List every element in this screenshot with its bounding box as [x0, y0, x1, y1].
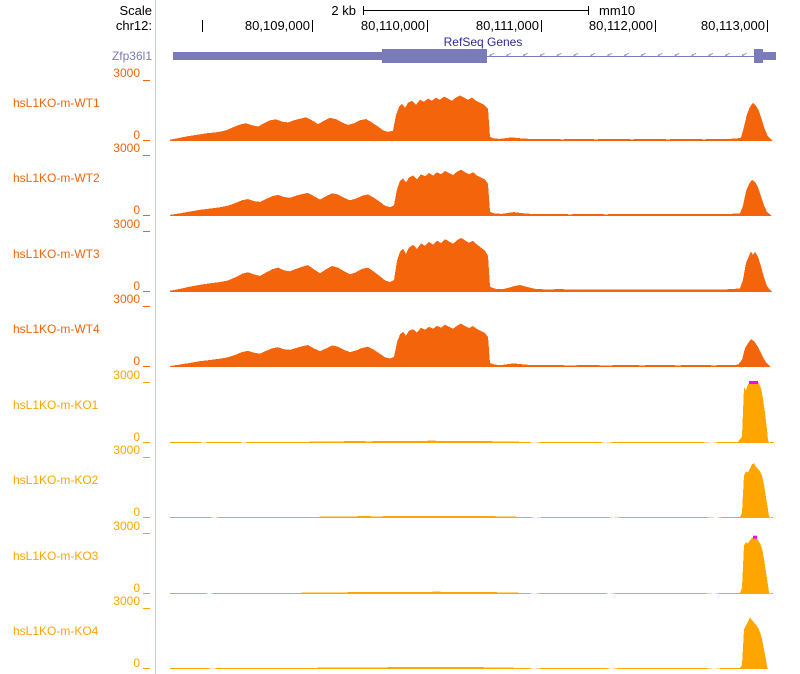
signal-plot-hsL1KO-m-KO1[interactable]	[0, 380, 800, 444]
track-name-label: hsL1KO-m-KO4	[13, 624, 99, 638]
ruler-tick-label: 80,112,000	[588, 18, 653, 33]
track-name-label: hsL1KO-m-WT4	[13, 322, 100, 336]
scale-bar-left-tick	[363, 6, 364, 15]
y-min-label: 0	[133, 279, 140, 293]
y-max-label: 3000	[113, 66, 140, 80]
y-max-label: 3000	[113, 368, 140, 382]
label-boundary-line	[155, 0, 156, 674]
ruler-tick	[427, 20, 428, 32]
gene-cds-left	[382, 49, 487, 63]
signal-plot-hsL1KO-m-WT4[interactable]	[0, 304, 800, 368]
y-max-tick	[143, 231, 150, 232]
gene-intron-line	[487, 56, 755, 57]
y-max-label: 3000	[113, 443, 140, 457]
track-name-label: hsL1KO-m-WT3	[13, 247, 100, 261]
clip-marker	[749, 381, 758, 384]
gene-cds-right	[754, 49, 763, 63]
ruler-tick	[655, 20, 656, 32]
gene-utr-right	[763, 52, 776, 60]
gene-name-label: Zfp36l1	[111, 49, 152, 63]
y-min-tick	[143, 593, 150, 594]
scale-bar-label: 2 kb	[331, 3, 356, 18]
ruler-tick	[541, 20, 542, 32]
track-name-label: hsL1KO-m-KO3	[13, 549, 99, 563]
signal-plot-hsL1KO-m-WT3[interactable]	[0, 229, 800, 293]
y-min-label: 0	[133, 581, 140, 595]
y-max-label: 3000	[113, 141, 140, 155]
refseq-track-title: RefSeq Genes	[443, 35, 523, 49]
y-max-label: 3000	[113, 594, 140, 608]
y-min-label: 0	[133, 203, 140, 217]
y-min-label: 0	[133, 656, 140, 670]
signal-plot-hsL1KO-m-KO3[interactable]	[0, 531, 800, 595]
signal-plot-hsL1KO-m-WT1[interactable]	[0, 78, 800, 142]
y-min-tick	[143, 366, 150, 367]
y-min-tick	[143, 517, 150, 518]
y-max-label: 3000	[113, 519, 140, 533]
track-name-label: hsL1KO-m-KO2	[13, 473, 99, 487]
y-min-tick	[143, 215, 150, 216]
scale-bar-right-tick	[588, 6, 589, 15]
y-max-tick	[143, 533, 150, 534]
y-min-label: 0	[133, 430, 140, 444]
scale-bar-line	[363, 10, 589, 11]
y-min-tick	[143, 291, 150, 292]
gene-utr-left	[173, 52, 382, 60]
y-max-tick	[143, 306, 150, 307]
gene-model-zfp36l1[interactable]: < < < < < < < < < < < < < < < < < < < < …	[0, 0, 800, 70]
track-name-label: hsL1KO-m-WT2	[13, 171, 100, 185]
y-max-label: 3000	[113, 292, 140, 306]
signal-plot-hsL1KO-m-WT2[interactable]	[0, 153, 800, 217]
ruler-tick-label: 80,111,000	[475, 18, 539, 33]
y-max-tick	[143, 382, 150, 383]
chromosome-label: chr12:	[115, 18, 152, 33]
ruler-tick	[312, 20, 313, 32]
strand-direction-arrows: < < < < < < < < < < < < < < < < < < < < …	[489, 51, 751, 61]
clip-marker	[753, 535, 757, 539]
ruler-tick-label: 80,109,000	[244, 18, 310, 33]
y-max-label: 3000	[113, 217, 140, 231]
y-max-tick	[143, 155, 150, 156]
ruler-tick-label: 80,110,000	[360, 18, 425, 33]
ruler-tick	[202, 20, 203, 32]
track-name-label: hsL1KO-m-WT1	[13, 96, 100, 110]
y-min-label: 0	[133, 505, 140, 519]
y-max-tick	[143, 608, 150, 609]
y-min-tick	[143, 140, 150, 141]
y-max-tick	[143, 80, 150, 81]
track-name-label: hsL1KO-m-KO1	[13, 398, 99, 412]
y-min-label: 0	[133, 128, 140, 142]
assembly-label: mm10	[599, 3, 636, 18]
scale-row-label: Scale	[119, 3, 152, 18]
y-max-tick	[143, 457, 150, 458]
y-min-label: 0	[133, 354, 140, 368]
y-min-tick	[143, 442, 150, 443]
signal-plot-hsL1KO-m-KO2[interactable]	[0, 455, 800, 519]
ruler-tick-label: 80,113,000	[700, 18, 765, 33]
ruler-tick	[767, 20, 768, 32]
signal-plot-hsL1KO-m-KO4[interactable]	[0, 606, 800, 670]
y-min-tick	[143, 668, 150, 669]
